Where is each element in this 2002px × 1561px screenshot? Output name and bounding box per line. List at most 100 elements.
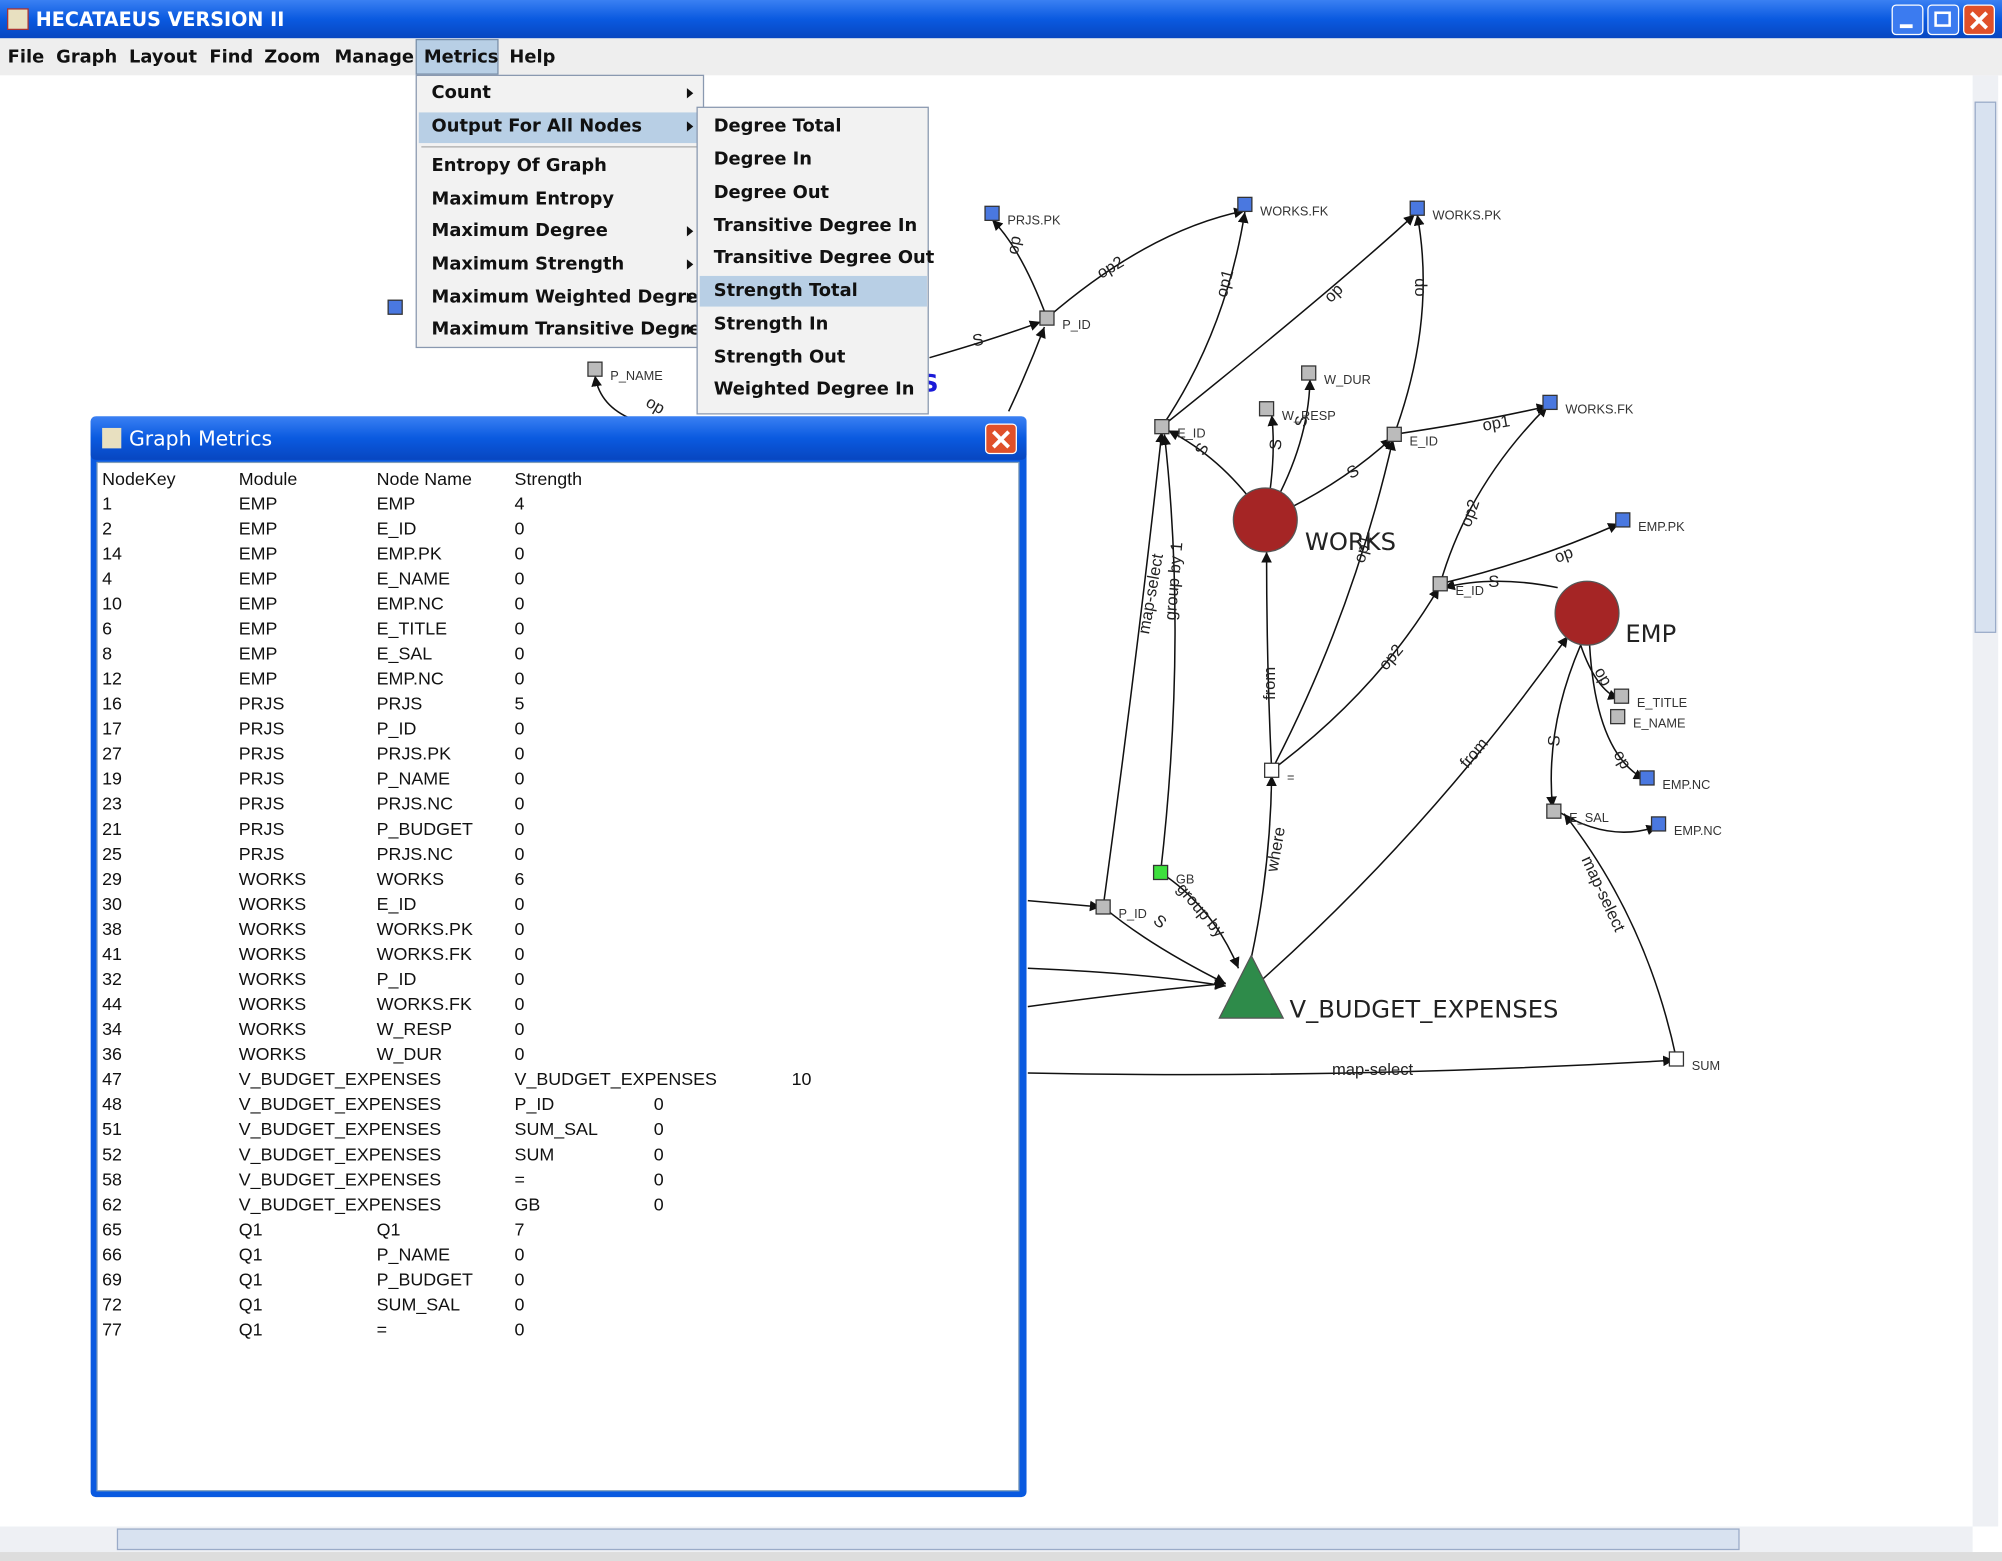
h-scroll-thumb[interactable] — [116, 1528, 1740, 1551]
node — [1613, 688, 1630, 704]
table-cell: EMP — [377, 493, 416, 513]
menu-item[interactable]: Entropy Of Graph — [432, 155, 607, 176]
submenu-item[interactable]: Strength Total — [714, 280, 858, 301]
table-cell: 69 — [102, 1269, 122, 1289]
edge — [1257, 635, 1569, 985]
node-label: SUM — [1692, 1058, 1720, 1073]
table-cell: 0 — [515, 794, 525, 814]
edge — [929, 320, 1041, 359]
dialog-close[interactable] — [985, 423, 1017, 455]
edge-label: S — [1488, 572, 1499, 591]
submenu-item[interactable]: Strength Out — [714, 347, 846, 368]
table-cell: E_SAL — [377, 644, 433, 665]
table-cell: 7 — [515, 1219, 525, 1239]
table-cell: V_BUDGET_EXPENSES — [515, 1069, 718, 1090]
table-cell: 32 — [102, 969, 122, 989]
menu-item[interactable]: Maximum Transitive Degree — [432, 319, 713, 340]
edge-label: op — [1003, 234, 1025, 255]
edge — [1271, 587, 1440, 771]
edge — [991, 219, 1048, 319]
table-cell: V_BUDGET_EXPENSES — [239, 1194, 442, 1215]
menu-bar-item[interactable]: File — [8, 46, 45, 67]
node — [1095, 899, 1111, 915]
table-cell: 0 — [515, 644, 525, 664]
menu-bar-item[interactable]: Layout — [129, 46, 197, 67]
submenu-item[interactable]: Weighted Degree In — [714, 379, 915, 400]
menu-bar-item[interactable]: Manage — [335, 46, 414, 67]
edge — [1161, 211, 1249, 428]
menu-bar-item[interactable]: Metrics — [424, 46, 499, 67]
node-name: V_BUDGET_EXPENSES — [1290, 994, 1559, 1023]
table-cell: SUM_SAL — [377, 1294, 460, 1315]
relation-node — [1232, 487, 1298, 553]
menu-item[interactable]: Maximum Weighted Degree — [432, 287, 711, 308]
submenu-item[interactable]: Transitive Degree In — [714, 215, 917, 236]
table-cell: 6 — [102, 618, 112, 638]
table-cell: 30 — [102, 894, 122, 914]
submenu-item[interactable]: Transitive Degree Out — [714, 247, 935, 268]
menu-item[interactable]: Maximum Degree — [432, 220, 608, 241]
node — [1152, 864, 1169, 881]
table-cell: V_BUDGET_EXPENSES — [239, 1094, 442, 1115]
menu-bar-item[interactable]: Find — [209, 46, 253, 67]
node — [1409, 200, 1425, 216]
table-cell: 0 — [515, 1019, 525, 1039]
table-cell: PRJS.PK — [377, 744, 452, 764]
menu-bar-item[interactable]: Graph — [56, 46, 117, 67]
edge — [1250, 775, 1277, 959]
node-label: = — [1287, 769, 1294, 784]
table-cell: 44 — [102, 994, 122, 1014]
menu-bar-item[interactable]: Zoom — [264, 46, 320, 67]
table-cell: 0 — [515, 568, 525, 588]
node-label: E_TITLE — [1637, 695, 1687, 710]
submenu-item[interactable]: Degree Total — [714, 115, 842, 136]
node-label: WORKS.PK — [1433, 207, 1502, 222]
table-cell: 21 — [102, 819, 122, 839]
table-cell: 17 — [102, 719, 122, 739]
table-cell: 4 — [515, 493, 525, 513]
table-cell: 0 — [515, 894, 525, 914]
menu-item-highlight — [418, 112, 701, 144]
edge — [1027, 1055, 1674, 1076]
edge-label: op — [1409, 278, 1428, 296]
table-cell: Q1 — [239, 1320, 263, 1340]
edge-label: op1 — [1481, 411, 1512, 435]
edge-label: op — [1552, 543, 1576, 567]
table-cell: WORKS — [239, 1019, 307, 1039]
node — [1154, 418, 1170, 435]
table-cell: 0 — [515, 1294, 525, 1314]
column-header: Node Name — [377, 469, 472, 489]
table-cell: 0 — [654, 1119, 664, 1139]
table-cell: 47 — [102, 1069, 122, 1089]
dialog-title: Graph Metrics — [129, 426, 272, 450]
node-label: EMP.NC — [1662, 777, 1710, 792]
table-cell: Q1 — [239, 1244, 263, 1264]
window-buttons[interactable] — [1891, 4, 1995, 36]
edge — [1546, 644, 1582, 808]
submenu-item[interactable]: Strength In — [714, 313, 829, 334]
table-cell: 72 — [102, 1294, 122, 1314]
submenu-item[interactable]: Degree In — [714, 149, 812, 170]
submenu-highlight — [699, 275, 927, 307]
table-cell: 77 — [102, 1320, 122, 1340]
table-cell: PRJS — [239, 719, 285, 739]
edge — [1393, 214, 1425, 435]
table-cell: 0 — [515, 1244, 525, 1264]
table-cell: 25 — [102, 844, 122, 864]
v-scroll-thumb[interactable] — [1974, 101, 1997, 633]
table-cell: EMP — [239, 669, 278, 689]
edge — [1563, 813, 1678, 1060]
edge — [1027, 899, 1101, 912]
menu-bar-item[interactable]: Help — [509, 46, 555, 67]
menu-item[interactable]: Output For All Nodes — [432, 115, 642, 136]
menu-item[interactable]: Maximum Entropy — [432, 188, 615, 209]
submenu-item[interactable]: Degree Out — [714, 182, 830, 203]
table-cell: E_NAME — [377, 568, 451, 589]
node-label: EMP.PK — [1638, 519, 1685, 534]
graph-metrics-dialog: Graph Metrics NodeKey Module Node Name Stre… — [90, 416, 1027, 1498]
submenu-arrow — [686, 324, 694, 335]
menu-item[interactable]: Count — [432, 82, 492, 103]
submenu-arrow — [686, 292, 694, 303]
menu-item[interactable]: Maximum Strength — [432, 253, 625, 274]
